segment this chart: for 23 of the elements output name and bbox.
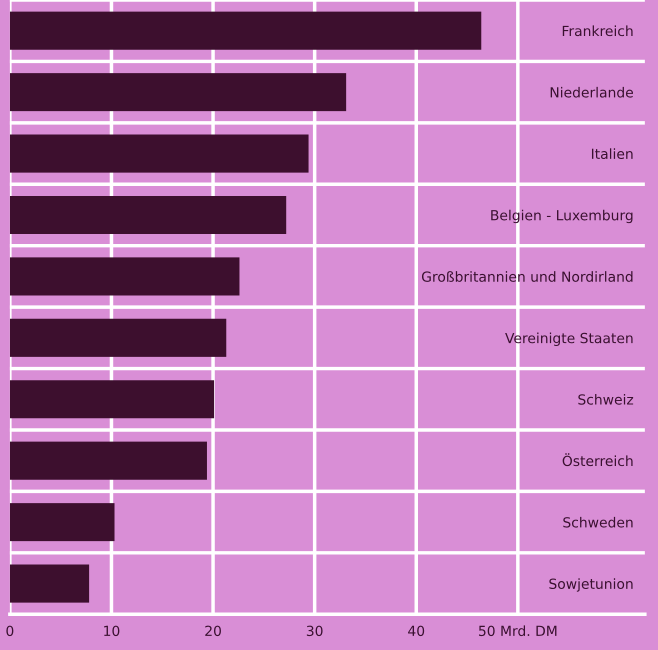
x-tick-label: 40 — [408, 626, 424, 636]
x-tick-label: 10 — [104, 626, 120, 636]
y-tick-label: Frankreich — [562, 25, 633, 36]
x-tick-label: 50 Mrd. DM — [478, 625, 556, 636]
bar — [10, 257, 240, 296]
x-tick-label: 20 — [205, 626, 221, 636]
bar — [10, 442, 207, 480]
y-tick-label: Sowjetunion — [549, 578, 633, 592]
y-tick-label: Schweiz — [578, 394, 634, 405]
bar — [10, 318, 226, 357]
y-tick-label: Österreich — [562, 453, 633, 466]
bar — [10, 73, 346, 112]
x-tick-label: 30 — [306, 626, 323, 636]
bar — [10, 134, 309, 173]
y-tick-label: Schweden — [563, 516, 633, 528]
bar — [10, 564, 90, 603]
bar — [10, 380, 214, 418]
y-tick-label: Niederlande — [550, 86, 633, 98]
bar — [10, 12, 482, 50]
bar — [10, 196, 286, 234]
y-tick-label: Italien — [592, 148, 633, 160]
bar — [10, 503, 115, 542]
x-tick-label: 0 — [6, 626, 14, 636]
